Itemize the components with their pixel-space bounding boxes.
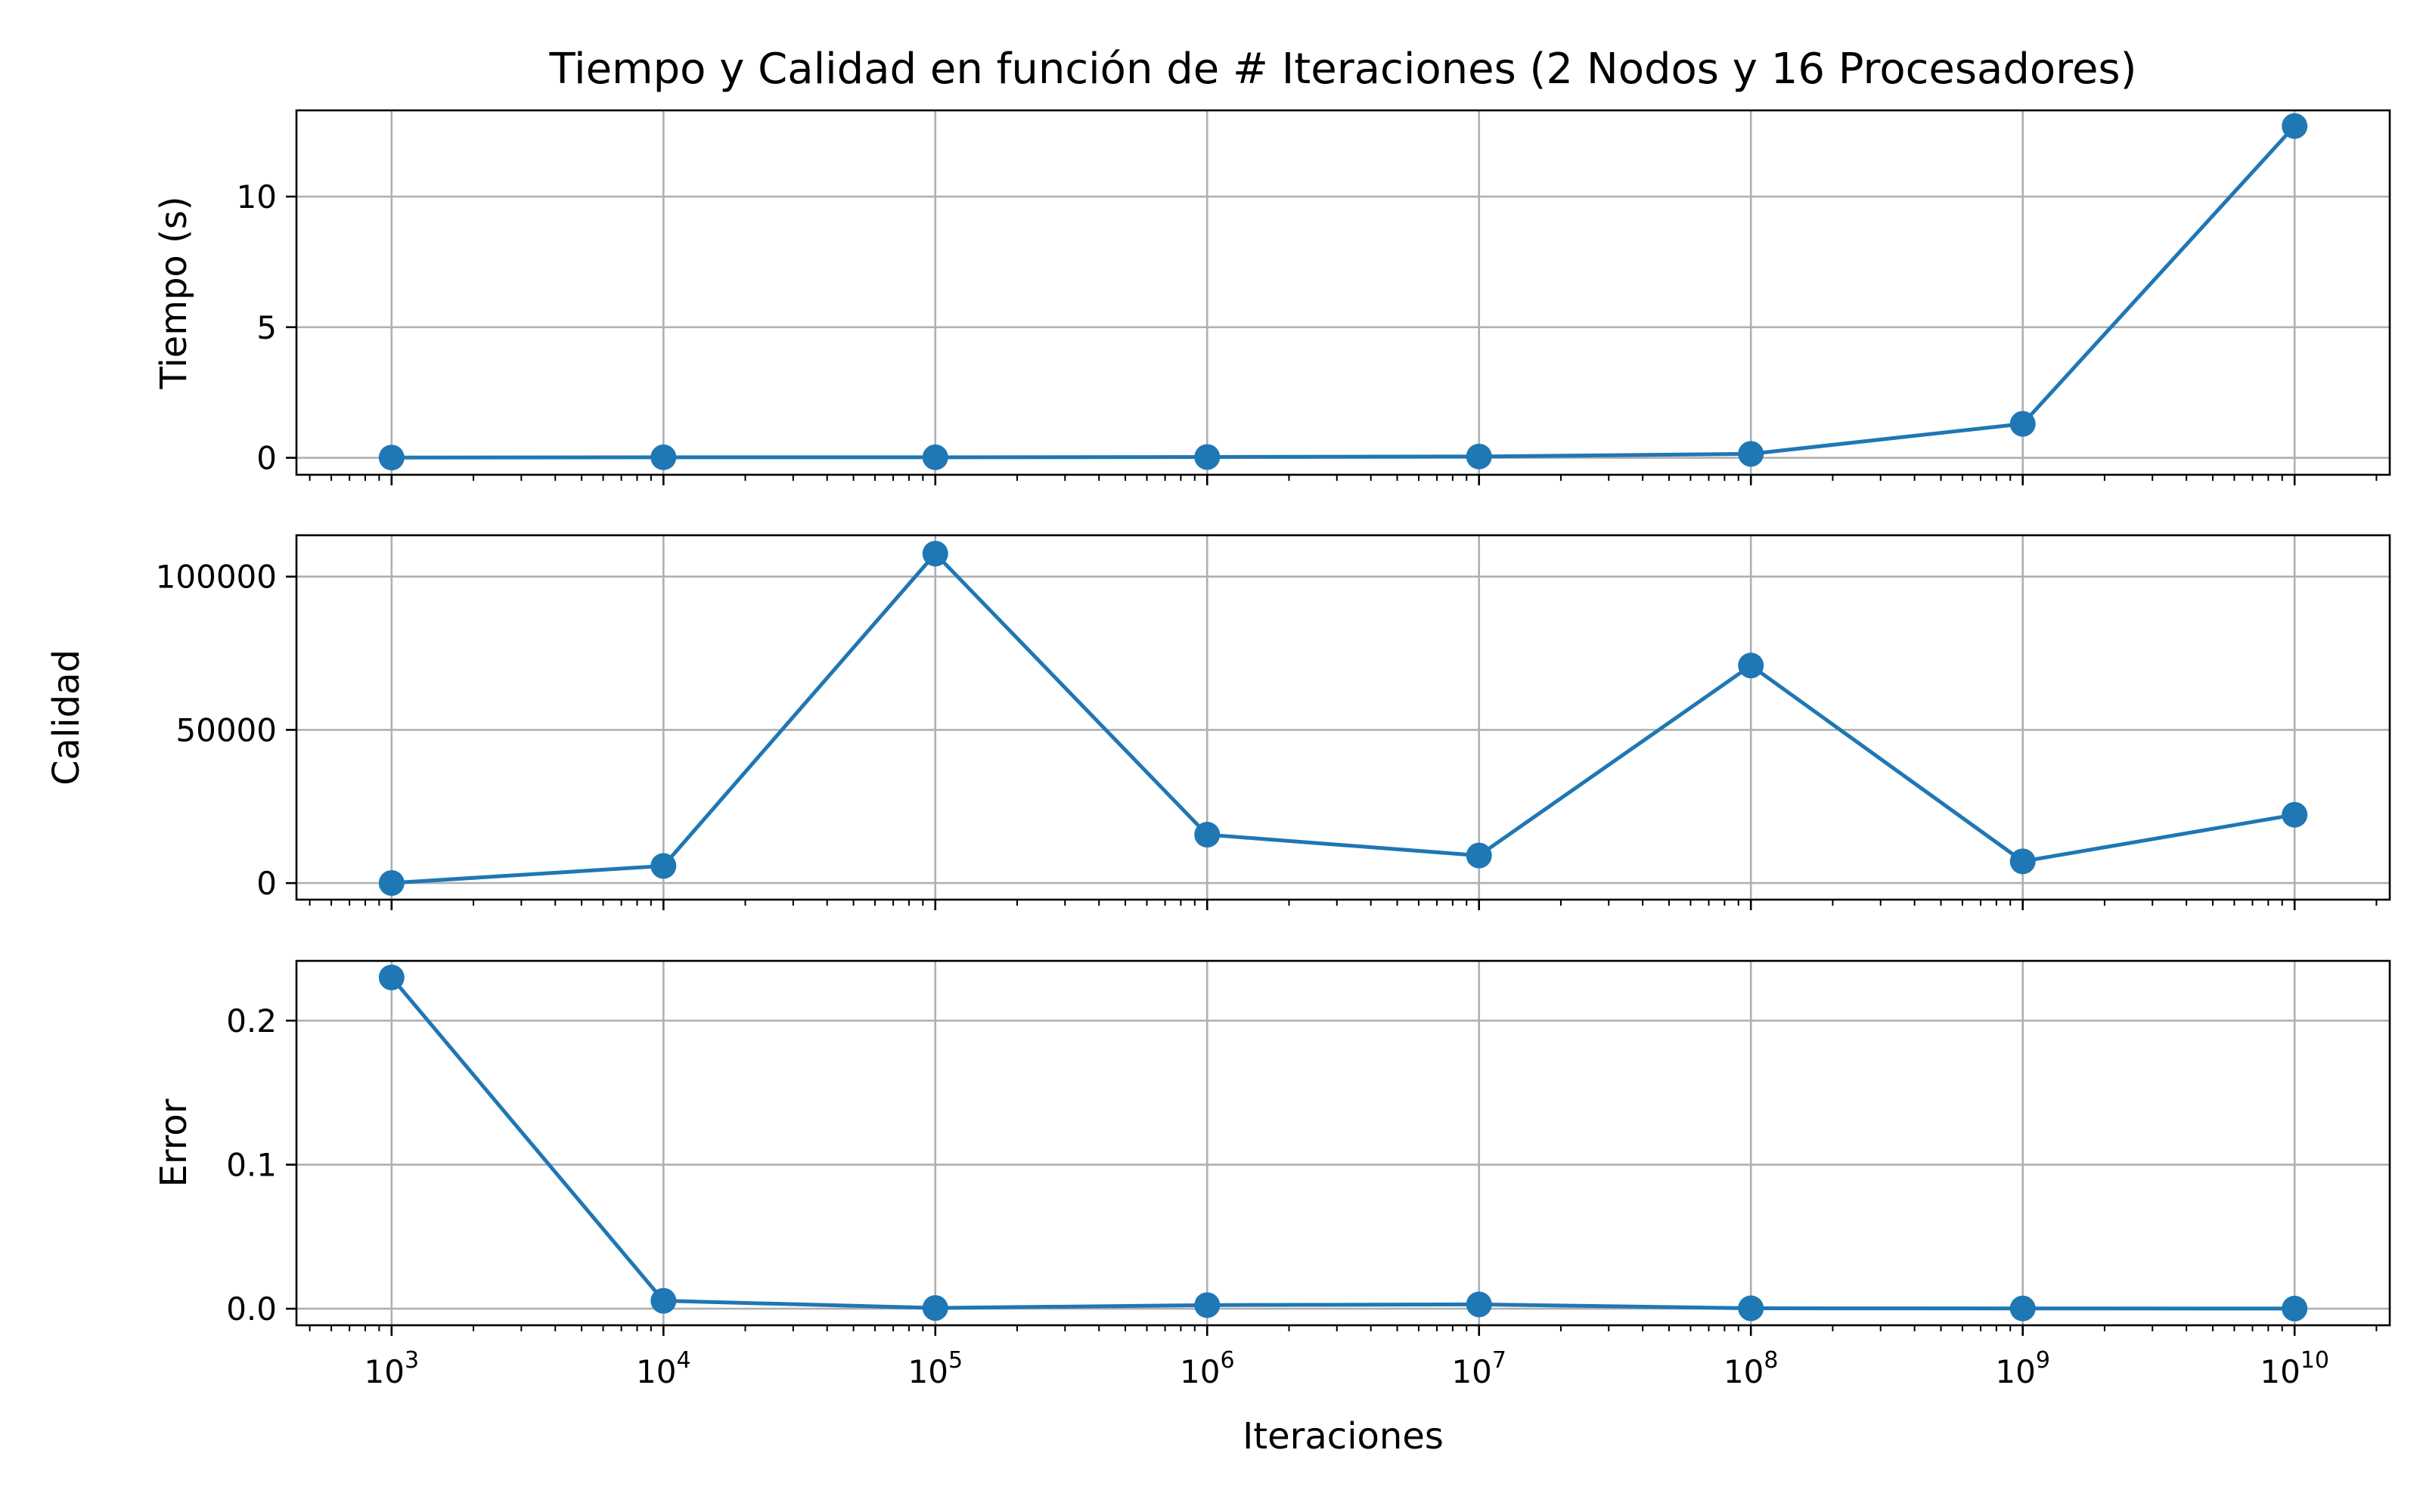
y-axis-label: Tiempo (s): [153, 196, 195, 389]
y-tick-label: 10: [237, 178, 277, 215]
y-tick-label: 0: [256, 440, 277, 477]
x-tick-label-base: 10: [1723, 1353, 1764, 1390]
data-point: [650, 444, 677, 470]
x-tick-label-base: 10: [1995, 1353, 2035, 1390]
y-axis-label: Error: [153, 1098, 195, 1187]
x-tick-label-exponent: 9: [2036, 1347, 2050, 1374]
data-point: [2009, 1295, 2036, 1321]
x-tick-label-exponent: 5: [948, 1347, 963, 1374]
x-tick-label-exponent: 4: [676, 1347, 690, 1374]
chart-title: Tiempo y Calidad en función de # Iteraci…: [549, 45, 2137, 94]
data-point: [1194, 1292, 1221, 1318]
x-tick-label-base: 10: [1180, 1353, 1220, 1390]
data-point: [650, 853, 677, 879]
panel-3: 0.0 0.1 0.2 Error: [153, 959, 2391, 1336]
x-tick-label-exponent: 8: [1764, 1347, 1778, 1374]
y-axis-label: Calidad: [45, 649, 88, 785]
y-tick-label: 100000: [156, 559, 277, 596]
y-tick-label: 50000: [175, 711, 277, 748]
x-tick-label-base: 10: [2260, 1353, 2300, 1390]
panel-2: 0 50000 100000 Calidad: [45, 534, 2391, 910]
data-point: [1738, 1295, 1764, 1321]
data-point: [1194, 444, 1221, 470]
data-point: [1738, 441, 1764, 467]
data-point: [378, 445, 405, 471]
axes-frame: [295, 959, 2391, 1327]
data-point: [378, 869, 405, 896]
panel-1: 0 5 10 Tiempo (s): [153, 109, 2391, 485]
x-tick-label-base: 10: [365, 1353, 405, 1390]
x-tick-label: 1010: [2260, 1347, 2329, 1390]
data-point: [650, 1287, 677, 1314]
y-tick-label: 0.0: [226, 1290, 277, 1328]
data-point: [2282, 801, 2308, 828]
axes-frame: [295, 534, 2391, 901]
x-tick-label: 105: [908, 1347, 963, 1390]
x-tick-label: 106: [1180, 1347, 1235, 1390]
data-point: [2282, 113, 2308, 139]
x-tick-label-exponent: 7: [1492, 1347, 1506, 1374]
x-tick-label-base: 10: [1451, 1353, 1491, 1390]
x-tick-label-exponent: 3: [405, 1347, 419, 1374]
x-tick-label-base: 10: [636, 1353, 676, 1390]
data-point: [1466, 1291, 1492, 1318]
y-tick-label: 0.1: [226, 1147, 277, 1184]
x-axis-label: Iteraciones: [1243, 1415, 1444, 1458]
axes-frame: [295, 109, 2391, 476]
x-tick-label: 104: [636, 1347, 691, 1390]
data-point: [1466, 842, 1492, 869]
data-point: [378, 964, 405, 990]
data-point: [2282, 1295, 2308, 1321]
y-tick-label: 0.2: [226, 1002, 277, 1040]
data-point: [922, 1295, 948, 1321]
data-point: [1194, 822, 1221, 848]
data-point: [922, 541, 948, 567]
data-point: [1466, 443, 1492, 469]
x-tick-label: 103: [365, 1347, 420, 1390]
y-tick-label: 5: [256, 309, 277, 346]
series-line: [389, 551, 2297, 885]
x-tick-label-exponent: 10: [2301, 1347, 2329, 1374]
data-point: [2009, 411, 2036, 437]
x-tick-label-base: 10: [908, 1353, 948, 1390]
x-tick-label: 107: [1451, 1347, 1506, 1390]
data-point: [1738, 652, 1764, 679]
y-tick-label: 0: [256, 865, 277, 902]
series-line: [389, 124, 2297, 460]
x-tick-label: 108: [1723, 1347, 1779, 1390]
data-point: [2009, 848, 2036, 875]
data-point: [922, 444, 948, 470]
x-tick-label: 109: [1995, 1347, 2050, 1390]
series-line: [389, 975, 2297, 1311]
x-tick-label-exponent: 6: [1220, 1347, 1234, 1374]
x-tick-labels: 103 104 105 106 107 108 109 1010: [365, 1347, 2329, 1390]
